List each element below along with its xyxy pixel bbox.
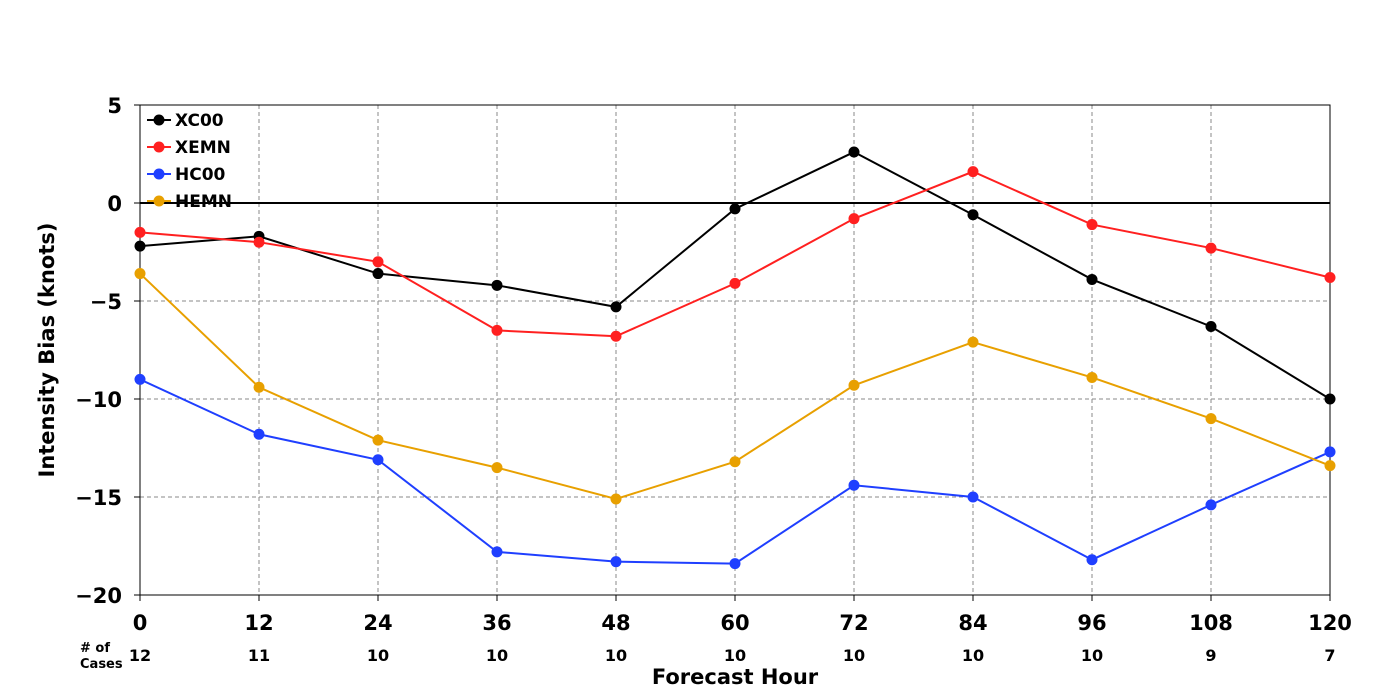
data-point-xc00 xyxy=(491,279,503,291)
data-point-hemn xyxy=(253,381,265,393)
data-point-xemn xyxy=(1324,271,1336,283)
data-point-xemn xyxy=(967,166,979,178)
y-tick-labels: 5 0 −5 −10 −15 −20 xyxy=(75,94,140,608)
y-tick-label: −10 xyxy=(75,388,122,412)
data-point-hemn xyxy=(1324,460,1336,472)
data-point-hemn xyxy=(610,493,622,505)
data-point-xc00 xyxy=(1205,320,1217,332)
x-tick-label: 72 xyxy=(839,611,868,635)
x-tick-label: 0 xyxy=(133,611,148,635)
data-point-hc00 xyxy=(967,491,979,503)
legend-item-xemn: XEMN xyxy=(147,138,231,158)
x-tick-label: 24 xyxy=(363,611,392,635)
data-point-hemn xyxy=(848,379,860,391)
data-point-hemn xyxy=(134,268,146,280)
case-count-label: 11 xyxy=(248,646,270,665)
y-tick-label: −15 xyxy=(75,486,122,510)
x-tick-label: 12 xyxy=(244,611,273,635)
y-tick-label: 0 xyxy=(107,192,122,216)
legend: XC00 XEMN HC00 HEMN xyxy=(147,111,232,212)
legend-swatch-marker xyxy=(153,168,165,180)
case-count-label: 12 xyxy=(129,646,151,665)
legend-swatch-marker xyxy=(153,114,165,126)
series-lines xyxy=(134,146,1336,570)
x-tick-label: 96 xyxy=(1077,611,1106,635)
y-tick-label: −20 xyxy=(75,584,122,608)
x-tick-label: 48 xyxy=(601,611,630,635)
data-point-hc00 xyxy=(848,479,860,491)
data-point-hc00 xyxy=(610,556,622,568)
series-xemn xyxy=(134,166,1336,342)
data-point-hemn xyxy=(372,434,384,446)
data-point-xc00 xyxy=(610,301,622,313)
legend-item-xc00: XC00 xyxy=(147,111,224,131)
case-count-label: 10 xyxy=(962,646,984,665)
case-count-label: 10 xyxy=(486,646,508,665)
x-tick-labels: 0 12 24 36 48 60 72 84 96 108 120 xyxy=(133,595,1352,635)
case-count-label: 10 xyxy=(367,646,389,665)
series-xc00 xyxy=(134,146,1336,405)
case-count-label: 10 xyxy=(724,646,746,665)
data-point-xc00 xyxy=(967,209,979,221)
data-point-xemn xyxy=(253,236,265,248)
case-count-label: 10 xyxy=(1081,646,1103,665)
data-point-xc00 xyxy=(848,146,860,158)
data-point-xc00 xyxy=(134,240,146,252)
data-point-xemn xyxy=(610,330,622,342)
data-point-hc00 xyxy=(372,454,384,466)
y-tick-label: −5 xyxy=(90,290,122,314)
y-axis-title: Intensity Bias (knots) xyxy=(35,223,59,478)
series-hc00 xyxy=(134,373,1336,570)
data-point-hemn xyxy=(491,462,503,474)
legend-label: HC00 xyxy=(175,165,226,185)
x-tick-label: 120 xyxy=(1308,611,1352,635)
data-point-xemn xyxy=(372,256,384,268)
data-point-hemn xyxy=(1205,413,1217,425)
x-tick-label: 84 xyxy=(958,611,987,635)
data-point-hc00 xyxy=(491,546,503,558)
data-point-hc00 xyxy=(253,428,265,440)
data-point-hc00 xyxy=(134,373,146,385)
legend-item-hemn: HEMN xyxy=(147,192,232,212)
data-point-xemn xyxy=(1205,242,1217,254)
x-tick-label: 60 xyxy=(720,611,749,635)
legend-label: XC00 xyxy=(175,111,224,131)
data-point-xc00 xyxy=(1324,393,1336,405)
grid-lines xyxy=(140,105,1330,595)
x-tick-label: 36 xyxy=(482,611,511,635)
cases-title-line1: # of xyxy=(80,641,110,656)
data-point-xemn xyxy=(491,324,503,336)
legend-item-hc00: HC00 xyxy=(147,165,226,185)
case-count-label: 10 xyxy=(843,646,865,665)
data-point-xc00 xyxy=(1086,273,1098,285)
case-count-label: 9 xyxy=(1205,646,1216,665)
x-axis-title: Forecast Hour xyxy=(652,665,819,689)
case-counts: 12 11 10 10 10 10 10 10 10 9 7 xyxy=(129,646,1336,665)
data-point-xc00 xyxy=(729,203,741,215)
y-tick-label: 5 xyxy=(107,94,122,118)
data-point-xemn xyxy=(134,226,146,238)
data-point-hemn xyxy=(729,456,741,468)
data-point-xc00 xyxy=(372,268,384,280)
data-point-hc00 xyxy=(729,558,741,570)
x-tick-label: 108 xyxy=(1189,611,1233,635)
data-point-hemn xyxy=(1086,371,1098,383)
series-hemn xyxy=(134,268,1336,505)
data-point-xemn xyxy=(848,213,860,225)
data-point-hemn xyxy=(967,336,979,348)
case-count-label: 10 xyxy=(605,646,627,665)
legend-swatch-marker xyxy=(153,195,165,207)
case-count-label: 7 xyxy=(1324,646,1335,665)
data-point-hc00 xyxy=(1205,499,1217,511)
legend-swatch-marker xyxy=(153,141,165,153)
data-point-xemn xyxy=(729,277,741,289)
data-point-hc00 xyxy=(1324,446,1336,458)
legend-label: XEMN xyxy=(175,138,231,158)
cases-title-line2: Cases xyxy=(80,657,123,672)
data-point-hc00 xyxy=(1086,554,1098,566)
legend-label: HEMN xyxy=(175,192,232,212)
data-point-xemn xyxy=(1086,219,1098,231)
